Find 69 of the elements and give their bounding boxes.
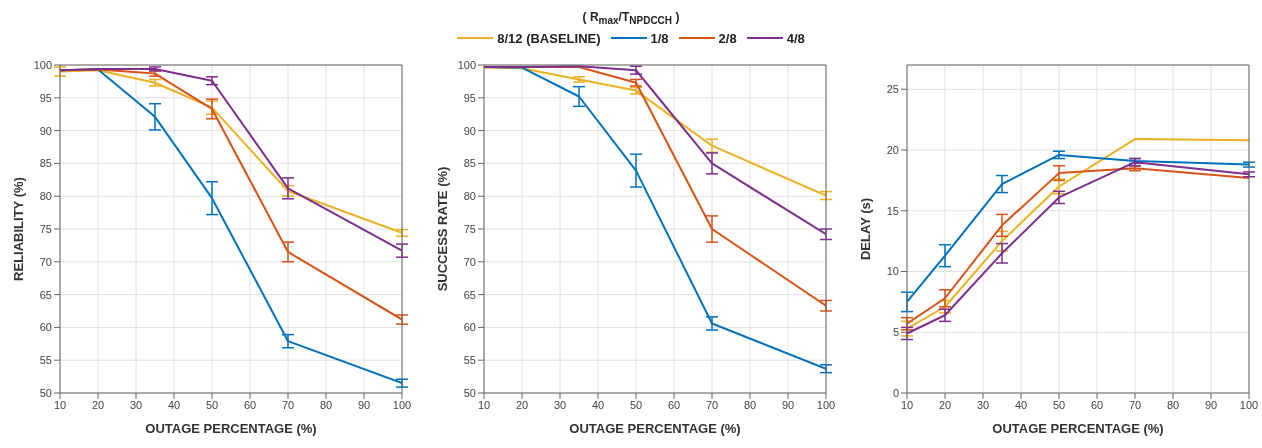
y-tick-label: 65 (39, 288, 52, 301)
x-tick-label: 60 (1090, 398, 1104, 411)
y-tick-label: 5 (892, 326, 899, 339)
legend-label: 8/12 (BASELINE) (497, 30, 601, 46)
x-tick-label: 90 (1204, 398, 1218, 411)
x-tick-label: 100 (1239, 398, 1259, 411)
legend-title: ( R$_{max}$/T$_{NPDCCH}$ ) (582, 10, 680, 27)
y-tick-label: 80 (39, 190, 52, 203)
legend-label: 1/8 (650, 30, 669, 46)
x-tick-label: 40 (167, 398, 181, 411)
y-tick-label: 15 (886, 204, 899, 217)
y-tick-label: 75 (39, 222, 52, 235)
y-tick-label: 100 (457, 58, 476, 71)
x-tick-label: 50 (205, 398, 219, 411)
x-tick-label: 10 (53, 398, 67, 411)
x-axis-title: OUTAGE PERCENTAGE (%) (145, 421, 317, 436)
x-tick-label: 30 (553, 398, 566, 411)
x-tick-label: 30 (976, 398, 990, 411)
y-tick-label: 10 (886, 265, 899, 278)
x-tick-label: 60 (667, 398, 680, 411)
x-tick-label: 80 (319, 398, 333, 411)
x-tick-label: 80 (1166, 398, 1180, 411)
y-tick-label: 100 (33, 58, 52, 71)
legend-label: 4/8 (786, 30, 805, 46)
x-tick-label: 20 (515, 398, 528, 411)
x-axis-title: OUTAGE PERCENTAGE (%) (568, 421, 741, 436)
x-tick-label: 50 (1052, 398, 1066, 411)
y-tick-label: 95 (39, 91, 52, 104)
x-tick-label: 70 (705, 398, 718, 411)
y-tick-label: 55 (39, 354, 52, 367)
x-tick-label: 20 (938, 398, 952, 411)
y-tick-label: 95 (463, 91, 476, 104)
y-tick-label: 80 (463, 190, 476, 203)
x-tick-label: 100 (816, 398, 835, 411)
y-tick-label: 70 (39, 255, 52, 268)
y-tick-label: 75 (463, 222, 476, 235)
y-tick-label: 20 (886, 143, 899, 156)
x-tick-label: 40 (591, 398, 604, 411)
y-tick-label: 65 (463, 288, 476, 301)
y-tick-label: 60 (39, 321, 52, 334)
x-tick-label: 40 (1014, 398, 1028, 411)
x-tick-label: 90 (781, 398, 794, 411)
y-tick-label: 90 (39, 124, 52, 137)
y-axis-title: SUCCESS RATE (%) (434, 166, 450, 292)
y-tick-label: 85 (463, 157, 476, 170)
legend-label: 2/8 (718, 30, 737, 46)
x-tick-label: 10 (900, 398, 914, 411)
x-axis-title: OUTAGE PERCENTAGE (%) (992, 421, 1164, 436)
y-tick-label: 50 (463, 386, 476, 399)
y-tick-label: 0 (892, 386, 899, 399)
x-tick-label: 20 (91, 398, 105, 411)
y-tick-label: 25 (886, 83, 899, 96)
y-axis-title: DELAY (s) (857, 197, 873, 261)
x-tick-label: 50 (629, 398, 642, 411)
x-tick-label: 100 (392, 398, 412, 411)
y-tick-label: 85 (39, 157, 52, 170)
x-tick-label: 90 (357, 398, 371, 411)
y-tick-label: 60 (463, 321, 476, 334)
x-tick-label: 70 (1128, 398, 1142, 411)
x-tick-label: 70 (281, 398, 295, 411)
x-tick-label: 60 (243, 398, 257, 411)
x-tick-label: 80 (743, 398, 756, 411)
y-tick-label: 90 (463, 124, 476, 137)
y-tick-label: 70 (463, 255, 476, 268)
y-tick-label: 50 (39, 386, 52, 399)
y-tick-label: 55 (463, 354, 476, 367)
y-axis-title: RELIABILITY (%) (10, 177, 26, 281)
x-tick-label: 30 (129, 398, 143, 411)
x-tick-label: 10 (477, 398, 490, 411)
